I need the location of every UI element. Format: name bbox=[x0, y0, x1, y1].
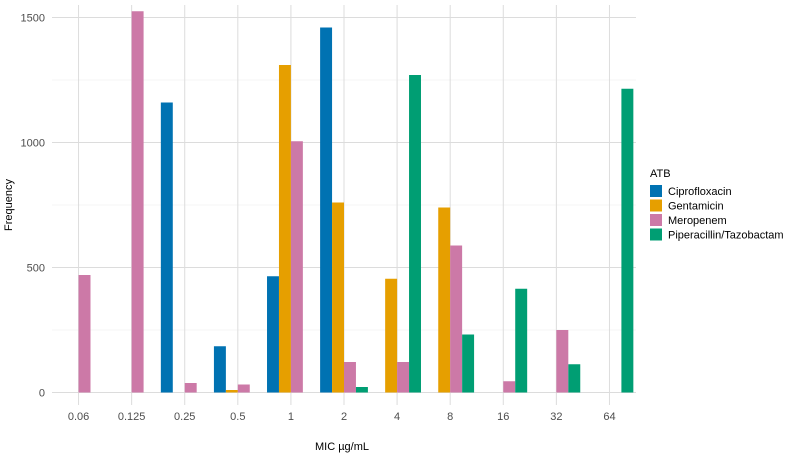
bar bbox=[131, 11, 144, 393]
bar bbox=[409, 75, 421, 393]
legend-title: ATB bbox=[650, 168, 671, 180]
legend-label: Gentamicin bbox=[668, 201, 724, 213]
bar bbox=[621, 88, 634, 393]
x-tick-labels: 0.06 0.125 0.25 0.5 1 2 4 8 16 32 64 bbox=[68, 411, 616, 423]
x-tick-label: 8 bbox=[447, 411, 453, 423]
bar bbox=[290, 141, 303, 393]
bar bbox=[225, 390, 238, 393]
bar bbox=[568, 364, 581, 393]
bar bbox=[160, 102, 173, 393]
bar bbox=[556, 330, 569, 393]
x-tick-label: 0.5 bbox=[230, 411, 245, 423]
bar bbox=[320, 27, 333, 393]
legend-label: Meropenem bbox=[668, 215, 727, 227]
bar bbox=[78, 275, 91, 393]
bar bbox=[438, 207, 451, 393]
bars bbox=[78, 11, 634, 393]
legend-key bbox=[650, 185, 662, 197]
x-tick-label: 16 bbox=[497, 411, 509, 423]
y-tick-label: 1000 bbox=[21, 138, 45, 150]
y-tick-label: 0 bbox=[39, 388, 45, 400]
legend-label: Ciprofloxacin bbox=[668, 186, 732, 198]
bar bbox=[184, 383, 197, 393]
x-axis-title: MIC µg/mL bbox=[315, 441, 369, 453]
x-tick-label: 32 bbox=[550, 411, 562, 423]
bar bbox=[450, 245, 463, 393]
x-tick-label: 4 bbox=[394, 411, 400, 423]
bar bbox=[267, 276, 279, 393]
bar bbox=[278, 65, 291, 393]
bar bbox=[332, 202, 344, 393]
bar bbox=[462, 334, 475, 393]
bar bbox=[213, 346, 226, 393]
legend-key bbox=[650, 228, 662, 241]
bar bbox=[397, 362, 410, 393]
legend-label: Piperacillin/Tazobactam bbox=[668, 230, 784, 242]
x-tick-label: 1 bbox=[288, 411, 294, 423]
legend-key bbox=[650, 214, 662, 226]
bar bbox=[515, 288, 528, 393]
y-tick-labels: 0 500 1000 1500 bbox=[21, 13, 45, 400]
bar bbox=[237, 384, 250, 393]
bar bbox=[344, 362, 356, 393]
y-tick-label: 500 bbox=[27, 263, 45, 275]
y-axis-title: Frequency bbox=[3, 179, 15, 231]
bar bbox=[385, 278, 398, 393]
y-tick-label: 1500 bbox=[21, 13, 45, 25]
legend: ATB Ciprofloxacin Gentamicin Meropenem Pipe… bbox=[650, 168, 784, 242]
legend-key bbox=[650, 199, 662, 212]
x-tick-label: 2 bbox=[341, 411, 347, 423]
x-tick-label: 0.06 bbox=[68, 411, 89, 423]
x-tick-label: 0.125 bbox=[118, 411, 146, 423]
x-tick-label: 0.25 bbox=[174, 411, 195, 423]
bar bbox=[355, 387, 368, 393]
bar bbox=[503, 381, 516, 393]
x-tick-label: 64 bbox=[603, 411, 615, 423]
